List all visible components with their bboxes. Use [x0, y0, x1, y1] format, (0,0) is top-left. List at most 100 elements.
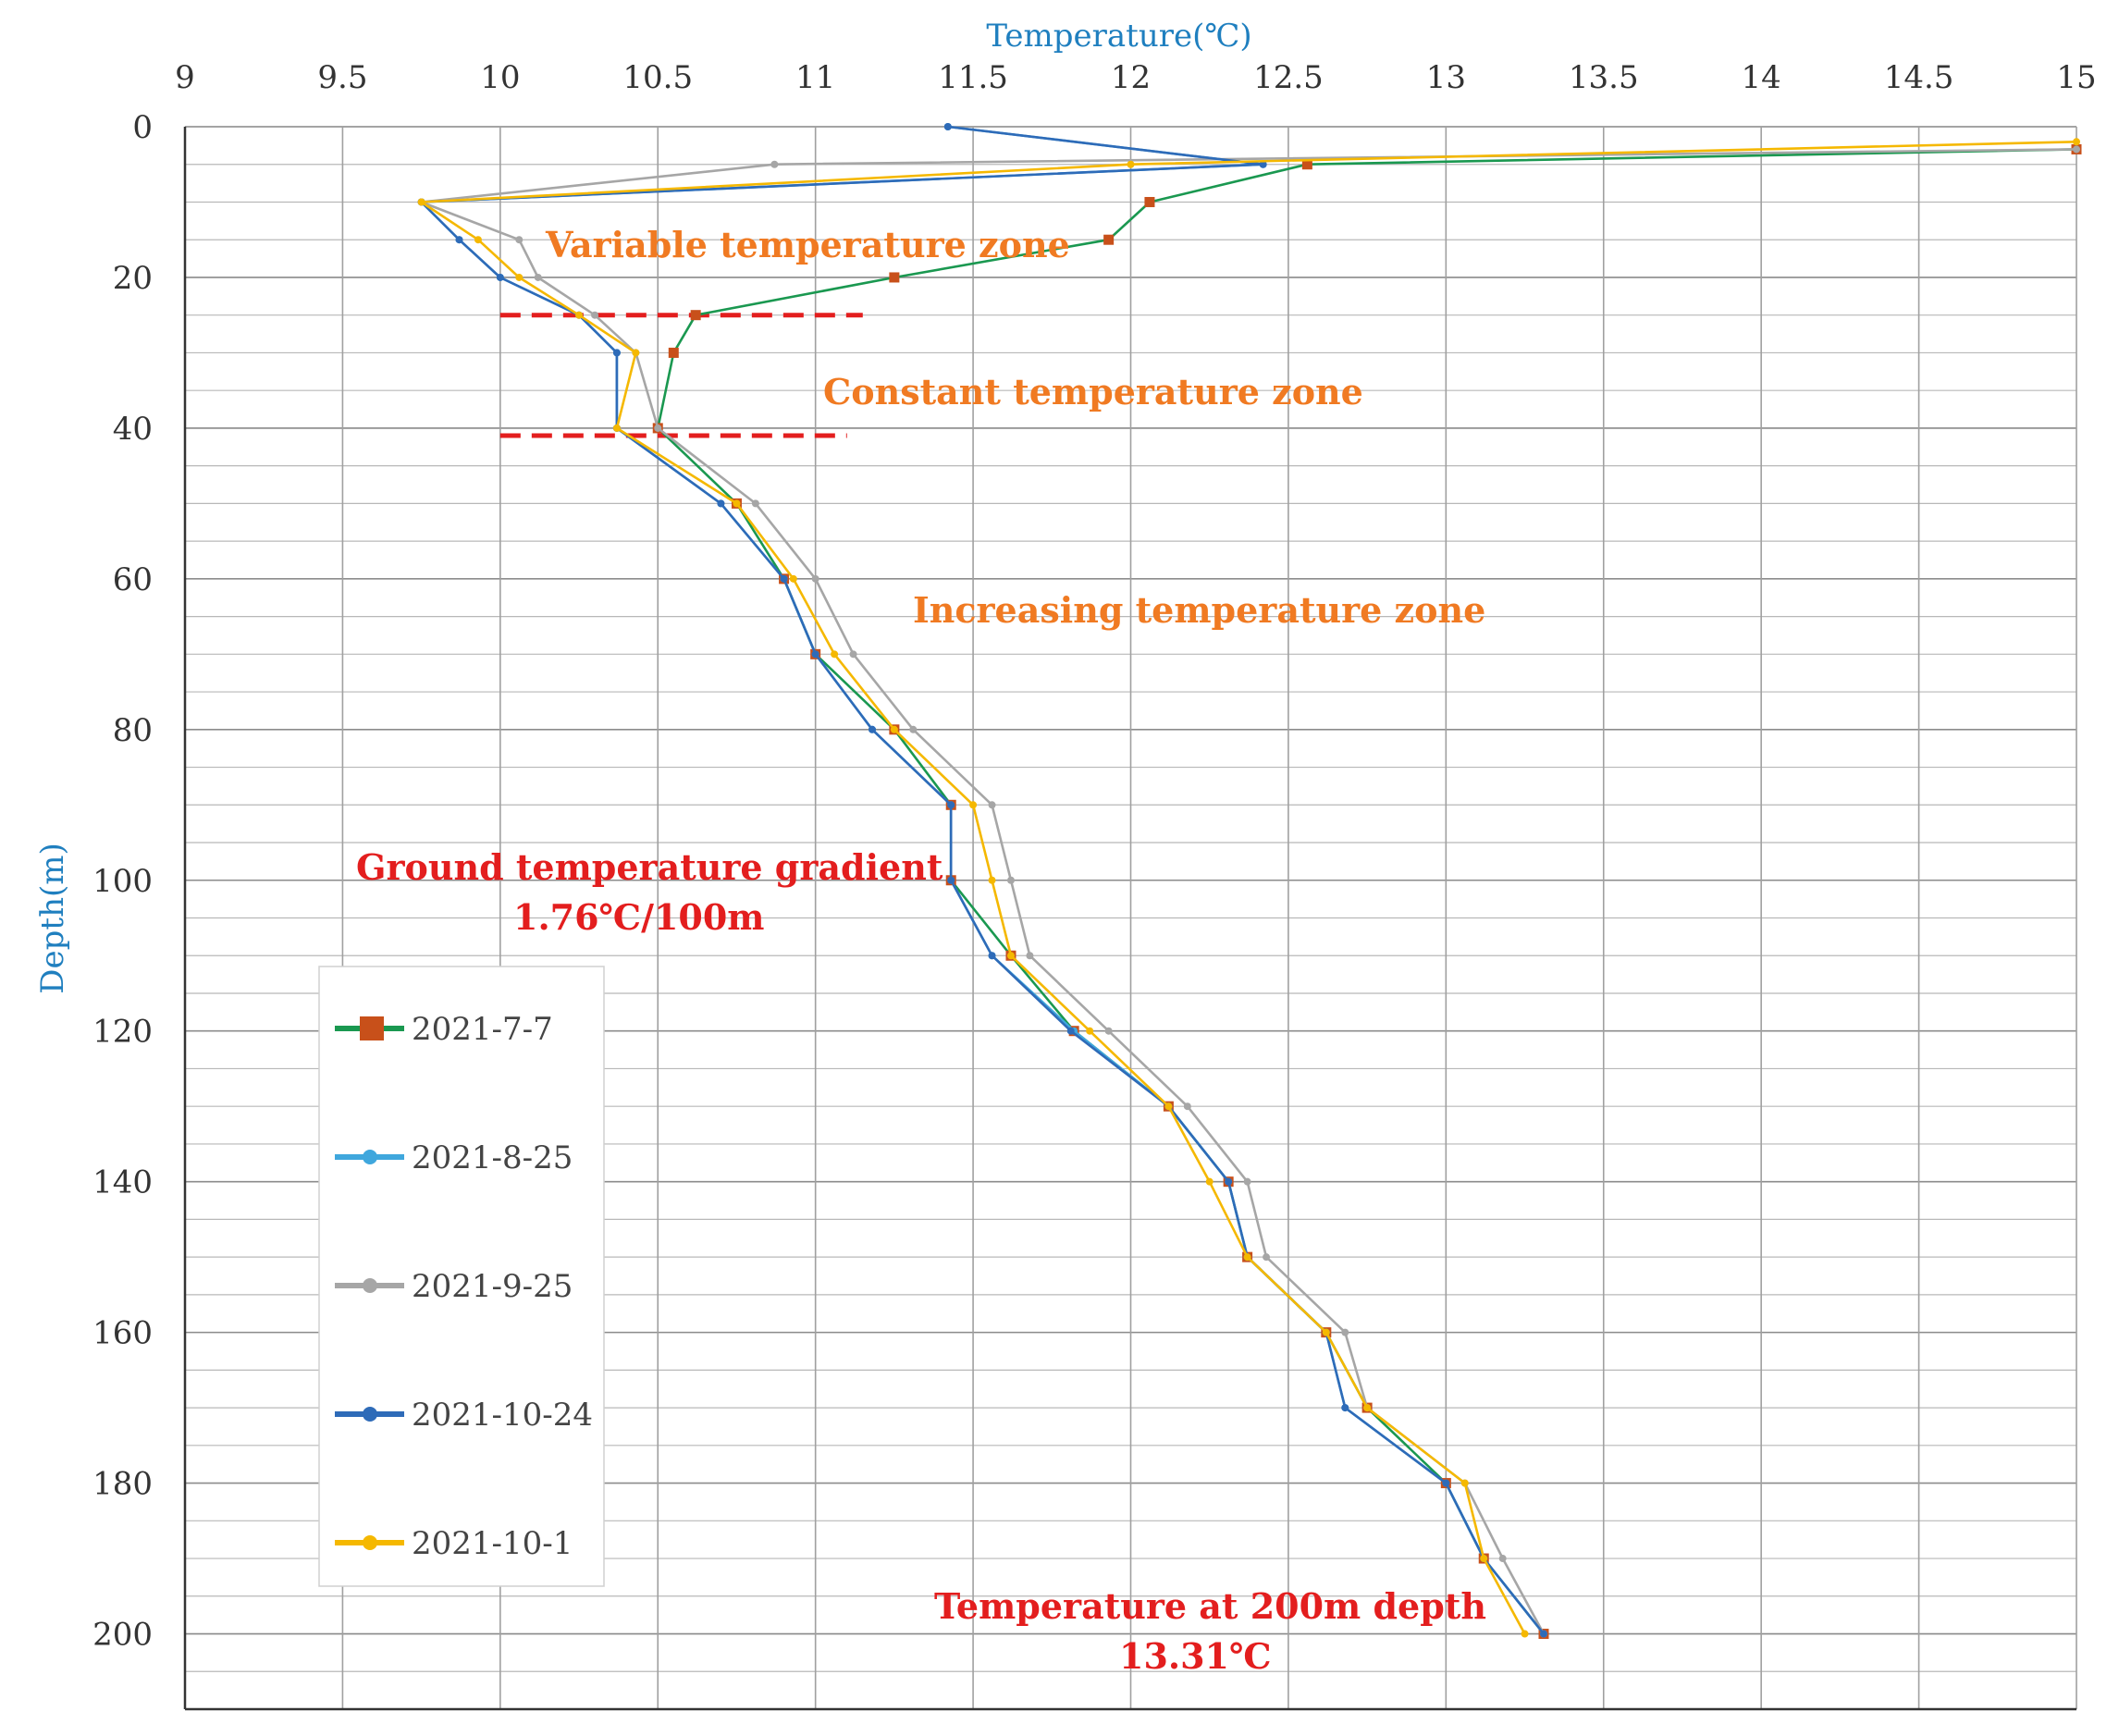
x-axis-title: Temperature(℃): [986, 18, 1251, 55]
x-tick-label: 11.5: [938, 59, 1008, 96]
data-point: [1164, 1102, 1173, 1111]
y-tick-label: 20: [113, 260, 153, 297]
data-point: [988, 876, 996, 884]
data-point: [1259, 160, 1267, 168]
data-point: [909, 725, 918, 733]
legend-label: 2021-10-1: [412, 1525, 573, 1562]
x-tick-label: 12.5: [1253, 59, 1324, 96]
x-tick-label: 15: [2056, 59, 2096, 96]
data-point: [1521, 1630, 1529, 1638]
data-point: [988, 952, 996, 960]
x-tick-label: 11: [795, 59, 835, 96]
legend-swatch-marker: [363, 1278, 377, 1293]
data-point: [515, 236, 524, 244]
data-point: [2073, 138, 2080, 146]
data-point: [733, 499, 741, 508]
x-tick-label: 13: [1426, 59, 1466, 96]
x-tick-label: 9.5: [317, 59, 367, 96]
legend: 2021-7-7 2021-8-25 2021-9-25 2021-10-24 2021…: [318, 966, 605, 1587]
data-point: [789, 574, 797, 583]
data-point: [612, 349, 621, 357]
data-point: [1205, 1177, 1213, 1186]
data-point: [455, 236, 463, 244]
legend-swatch-marker: [363, 1150, 377, 1164]
data-point: [1103, 234, 1115, 245]
annotation-gradient-value: 1.76℃/100m: [513, 896, 765, 938]
data-point: [890, 725, 898, 733]
data-point: [1480, 1555, 1488, 1563]
y-tick-label: 0: [132, 109, 153, 146]
data-point: [869, 725, 877, 733]
series-2021-10-1: [417, 138, 2080, 1638]
data-point: [654, 424, 662, 432]
series-line: [420, 148, 2077, 1635]
data-point: [515, 273, 524, 281]
data-point: [1539, 1630, 1547, 1638]
y-tick-label: 120: [92, 1014, 153, 1051]
data-point: [575, 311, 584, 319]
data-point: [1460, 1479, 1469, 1487]
y-tick-label: 100: [92, 863, 153, 900]
series-line: [420, 125, 1546, 1635]
data-point: [1341, 1404, 1349, 1412]
data-point: [496, 273, 504, 281]
x-tick-label: 10: [480, 59, 520, 96]
data-point: [612, 424, 621, 432]
y-tick-label: 160: [92, 1315, 153, 1352]
y-tick-label: 180: [92, 1466, 153, 1503]
data-point: [1066, 1027, 1075, 1035]
data-point: [1243, 1177, 1251, 1186]
x-tick-label: 10.5: [622, 59, 693, 96]
y-tick-label: 40: [113, 411, 153, 448]
data-point: [474, 236, 482, 244]
data-point: [1006, 876, 1015, 884]
data-point: [1263, 1253, 1271, 1262]
annotation-increasing-zone: Increasing temperature zone: [913, 589, 1485, 631]
legend-box: [318, 966, 605, 1587]
legend-swatch-marker: [360, 1016, 384, 1040]
data-point: [1243, 1253, 1251, 1262]
data-point: [811, 650, 819, 659]
annotation-gradient-title: Ground temperature gradient: [356, 846, 943, 888]
x-tick-label: 12: [1111, 59, 1151, 96]
data-point: [780, 574, 788, 583]
annotation-variable-zone: Variable temperature zone: [545, 224, 1070, 265]
data-point: [943, 123, 952, 130]
data-point: [1498, 1555, 1507, 1563]
y-axis-title: Depth(m): [34, 843, 71, 993]
legend-swatch-marker: [363, 1407, 377, 1422]
y-tick-label: 200: [92, 1617, 153, 1654]
data-point: [1104, 1027, 1113, 1035]
data-point: [1301, 159, 1312, 170]
data-point: [988, 801, 996, 809]
data-point: [591, 311, 599, 319]
data-point: [690, 310, 701, 321]
data-point: [889, 272, 900, 283]
y-tick-label: 60: [113, 561, 153, 598]
data-point: [632, 349, 640, 357]
legend-label: 2021-8-25: [412, 1139, 573, 1176]
legend-label: 2021-10-24: [412, 1397, 593, 1434]
x-tick-label: 14.5: [1884, 59, 1954, 96]
grid: [184, 126, 2077, 1710]
y-tick-label: 80: [113, 712, 153, 749]
data-point: [1127, 160, 1135, 168]
data-point: [717, 499, 725, 508]
data-point: [770, 160, 779, 168]
data-point: [2073, 145, 2080, 154]
x-tick-label: 9: [175, 59, 195, 96]
data-point: [831, 650, 839, 659]
annotations: Variable temperature zone Constant tempe…: [356, 224, 1486, 1677]
data-point: [849, 650, 857, 659]
data-point: [1026, 952, 1034, 960]
data-point: [1183, 1102, 1191, 1111]
data-point: [668, 347, 679, 358]
data-point: [1442, 1479, 1450, 1487]
data-point: [417, 198, 425, 206]
data-point: [811, 574, 819, 583]
data-point: [534, 273, 542, 281]
data-point: [751, 499, 759, 508]
annotation-temp200-title: Temperature at 200m depth: [934, 1585, 1486, 1627]
data-point: [1225, 1177, 1233, 1186]
